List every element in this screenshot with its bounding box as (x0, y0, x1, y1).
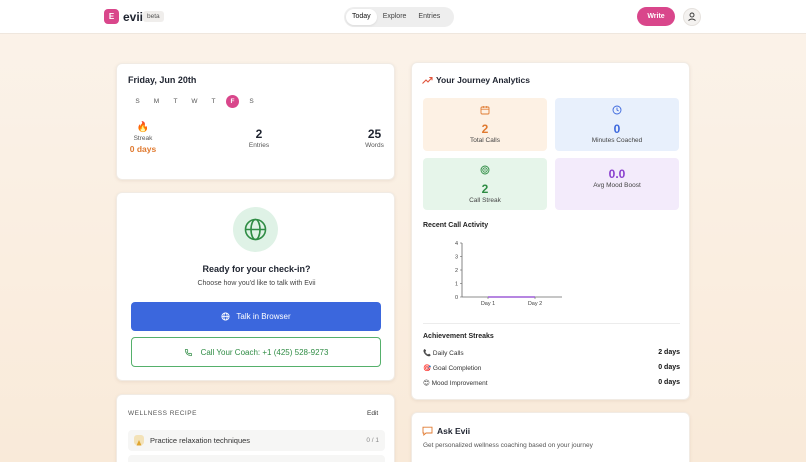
achievement-name: Daily Calls (432, 350, 464, 357)
journey-analytics-card: Your Journey Analytics 2 Total Calls 0 M… (411, 62, 690, 400)
target-icon (480, 165, 490, 175)
smile-icon: 😊 (423, 380, 430, 387)
achievement-name: Mood Improvement (431, 380, 488, 387)
calendar-icon (480, 106, 490, 115)
entries-label: Entries (248, 142, 270, 149)
entries-stat: 2 Entries (239, 127, 279, 149)
week-strip: S M T W T F S (128, 95, 261, 108)
tab-explore[interactable]: Explore (382, 13, 407, 20)
beta-badge: beta (143, 11, 164, 22)
weekday-wed[interactable]: W (191, 98, 198, 105)
date-title: Friday, Jun 20th (128, 75, 197, 85)
phone-icon (184, 348, 192, 356)
talk-in-browser-button[interactable]: Talk in Browser (131, 302, 381, 331)
target-emoji-icon: 🎯 (423, 365, 432, 372)
achievements-label: Achievement Streaks (423, 333, 494, 340)
avg-mood-label: Avg Mood Boost (593, 182, 641, 189)
words-stat: 25 Words (357, 127, 392, 149)
globe-small-icon (221, 312, 230, 321)
call-coach-button[interactable]: Call Your Coach: +1 (425) 528-9273 (131, 337, 381, 367)
minutes-coached-tile: 0 Minutes Coached (555, 98, 679, 151)
tab-entries[interactable]: Entries (418, 13, 441, 20)
wellness-recipe-card: WELLNESS RECIPE Edit Practice relaxation… (116, 394, 395, 462)
achievement-value: 0 days (658, 379, 680, 386)
weekday-mon[interactable]: M (153, 98, 160, 105)
flame-icon: 🔥 (136, 122, 150, 133)
main-nav: Today Explore Entries (344, 7, 454, 27)
achievement-mood-improvement: 😊 Mood Improvement 0 days (423, 379, 680, 391)
achievement-value: 2 days (658, 349, 680, 356)
clock-icon (612, 105, 622, 115)
y-tick-label: 4 (455, 241, 458, 247)
checkin-subtitle: Choose how you'd like to talk with Evii (197, 280, 316, 287)
user-menu-button[interactable] (683, 8, 701, 26)
words-count: 25 (367, 127, 382, 141)
y-tick-label: 1 (455, 282, 458, 288)
ask-evii-title: Ask Evii (437, 426, 471, 436)
today-summary-card: Friday, Jun 20th S M T W T F S 🔥 Streak … (116, 63, 395, 180)
call-streak-label: Call Streak (469, 197, 501, 204)
x-tick-label: Day 2 (528, 301, 542, 307)
call-coach-label: Call Your Coach: +1 (425) 528-9273 (200, 347, 329, 357)
streak-value: 0 days (129, 144, 157, 154)
recent-activity-label: Recent Call Activity (423, 222, 489, 229)
checkin-title: Ready for your check-in? (202, 264, 311, 274)
phone-icon: 📞 (423, 350, 432, 357)
recipe-item[interactable] (128, 455, 385, 462)
streak-stat: 🔥 Streak 0 days (128, 122, 158, 154)
minutes-coached-label: Minutes Coached (591, 137, 643, 144)
call-streak-value: 2 (481, 182, 489, 196)
weekday-sun[interactable]: S (135, 98, 140, 105)
call-activity-chart: 0 1 2 3 4 Day 1 Day 2 (455, 241, 562, 307)
divider (423, 323, 680, 324)
chat-icon (422, 426, 433, 436)
total-calls-tile: 2 Total Calls (423, 98, 547, 151)
achievement-name: Goal Completion (432, 365, 482, 372)
weekday-thu[interactable]: T (211, 98, 216, 105)
globe-icon (244, 218, 267, 241)
words-label: Words (365, 142, 384, 149)
recipe-item[interactable]: Practice relaxation techniques 0 / 1 (128, 430, 385, 451)
analytics-title: Your Journey Analytics (436, 75, 530, 85)
ask-evii-card: Ask Evii Get personalized wellness coach… (411, 412, 690, 462)
user-icon (688, 12, 696, 21)
trending-up-icon (422, 76, 433, 84)
total-calls-label: Total Calls (470, 137, 500, 144)
minutes-coached-value: 0 (613, 122, 621, 136)
recipe-item-text: Practice relaxation techniques (150, 436, 251, 445)
achievement-daily-calls: 📞 Daily Calls 2 days (423, 349, 680, 361)
avg-mood-value: 0.0 (608, 167, 626, 181)
achievement-value: 0 days (658, 364, 680, 371)
y-tick-label: 2 (455, 268, 458, 274)
logo-icon[interactable]: E (104, 9, 119, 24)
x-tick-label: Day 1 (481, 301, 495, 307)
avg-mood-tile: 0.0 Avg Mood Boost (555, 158, 679, 210)
recipe-edit-button[interactable]: Edit (367, 410, 379, 417)
weekday-fri[interactable]: F (226, 95, 239, 108)
y-tick-label: 3 (455, 255, 458, 261)
streak-label: Streak (133, 135, 153, 142)
tab-today[interactable]: Today (346, 9, 377, 25)
top-bar: E evii beta Today Explore Entries Write (0, 0, 806, 34)
relaxation-icon (134, 435, 144, 446)
achievement-goal-completion: 🎯 Goal Completion 0 days (423, 364, 680, 376)
checkin-card: Ready for your check-in? Choose how you'… (116, 192, 395, 381)
recipe-title: WELLNESS RECIPE (128, 410, 197, 417)
weekday-sat[interactable]: S (249, 98, 254, 105)
recipe-item-count: 0 / 1 (366, 437, 379, 444)
y-tick-label: 0 (455, 295, 458, 301)
app-name[interactable]: evii (123, 10, 144, 24)
call-streak-tile: 2 Call Streak (423, 158, 547, 210)
total-calls-value: 2 (481, 122, 489, 136)
talk-in-browser-label: Talk in Browser (236, 312, 291, 321)
write-button[interactable]: Write (637, 7, 675, 26)
globe-badge (233, 207, 278, 252)
ask-evii-subtitle: Get personalized wellness coaching based… (423, 442, 593, 449)
weekday-tue[interactable]: T (173, 98, 178, 105)
entries-count: 2 (255, 127, 263, 141)
